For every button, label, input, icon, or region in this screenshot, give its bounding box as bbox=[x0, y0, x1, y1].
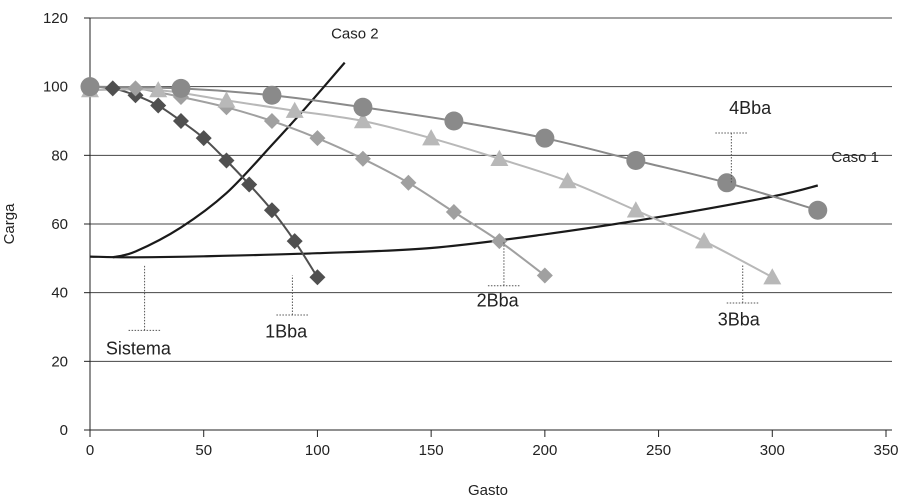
x-tick-label-50: 50 bbox=[195, 442, 212, 459]
y-tick-label-60: 60 bbox=[51, 216, 68, 233]
point-2bba-4 bbox=[263, 113, 280, 129]
curve-sistema bbox=[89, 184, 819, 259]
axis-layer: 0 20 40 60 80 100 120 0 50 100 150 200 250 300 350 bbox=[43, 10, 899, 459]
point-2bba-8 bbox=[445, 203, 462, 220]
y-tick-label-20: 20 bbox=[51, 353, 68, 370]
point-4bba-1 bbox=[171, 78, 191, 98]
y-tick-label-0: 0 bbox=[60, 422, 68, 439]
point-2bba-9 bbox=[491, 233, 508, 250]
point-2bba-5 bbox=[309, 130, 326, 147]
point-4bba-8 bbox=[808, 200, 828, 220]
y-tick-label-120: 120 bbox=[43, 10, 68, 27]
point-3bba-4 bbox=[353, 112, 372, 129]
point-1bba-10 bbox=[309, 269, 326, 286]
point-4bba-5 bbox=[535, 128, 555, 148]
point-3bba-6 bbox=[490, 149, 509, 166]
point-4bba-7 bbox=[717, 173, 737, 193]
point-3bba-8 bbox=[626, 201, 645, 218]
point-3bba-9 bbox=[695, 232, 714, 249]
point-3bba-3 bbox=[285, 101, 304, 118]
label-caso-2: Caso 2 bbox=[331, 26, 379, 43]
curve-1bba bbox=[89, 85, 319, 278]
point-3bba-5 bbox=[422, 129, 441, 146]
label-caso-1: Caso 1 bbox=[831, 149, 879, 166]
point-2bba-1 bbox=[127, 80, 144, 97]
point-3bba-7 bbox=[558, 172, 577, 189]
point-2bba-10 bbox=[536, 267, 553, 284]
point-3bba-10 bbox=[763, 268, 782, 285]
label-4bba: 4Bba bbox=[729, 98, 772, 118]
x-tick-label-250: 250 bbox=[646, 442, 671, 459]
label-sistema: Sistema bbox=[106, 338, 172, 358]
x-tick-label-100: 100 bbox=[305, 442, 330, 459]
curve-caso-2 bbox=[112, 61, 346, 259]
point-4bba-4 bbox=[444, 111, 464, 131]
curve-layer bbox=[89, 61, 819, 279]
x-axis-title: Gasto bbox=[468, 482, 508, 499]
label-1bba: 1Bba bbox=[265, 321, 308, 341]
y-tick-label-80: 80 bbox=[51, 147, 68, 164]
x-tick-label-200: 200 bbox=[532, 442, 557, 459]
point-1bba-4 bbox=[172, 113, 189, 129]
point-1bba-8 bbox=[263, 202, 280, 219]
curve-2bba bbox=[89, 85, 546, 277]
curve-4bba bbox=[89, 85, 819, 212]
point-3bba-2 bbox=[217, 91, 236, 108]
point-1bba-3 bbox=[150, 97, 167, 114]
point-4bba-3 bbox=[353, 97, 373, 117]
point-1bba-6 bbox=[218, 152, 235, 169]
point-4bba-2 bbox=[262, 85, 282, 105]
point-1bba-5 bbox=[195, 130, 212, 147]
annot-layer: Caso 2 Caso 1 4Bba 3Bba 2Bba 1Bba Sistema bbox=[106, 26, 879, 359]
x-tick-label-0: 0 bbox=[86, 442, 94, 459]
x-tick-label-350: 350 bbox=[873, 442, 898, 459]
x-tick-label-300: 300 bbox=[760, 442, 785, 459]
point-1bba-1 bbox=[104, 80, 121, 97]
point-2bba-6 bbox=[354, 150, 371, 167]
point-1bba-9 bbox=[286, 233, 303, 250]
x-tick-label-150: 150 bbox=[419, 442, 444, 459]
point-2bba-7 bbox=[400, 174, 417, 191]
label-3bba: 3Bba bbox=[718, 309, 761, 329]
marker-layer bbox=[80, 77, 828, 286]
y-tick-label-100: 100 bbox=[43, 79, 68, 96]
point-3bba-1 bbox=[149, 81, 168, 98]
label-2bba: 2Bba bbox=[477, 290, 520, 310]
point-1bba-7 bbox=[241, 176, 258, 193]
y-axis-title: Carga bbox=[1, 203, 18, 245]
y-tick-label-40: 40 bbox=[51, 285, 68, 302]
point-4bba-6 bbox=[626, 150, 646, 170]
point-4bba-0 bbox=[80, 77, 100, 97]
